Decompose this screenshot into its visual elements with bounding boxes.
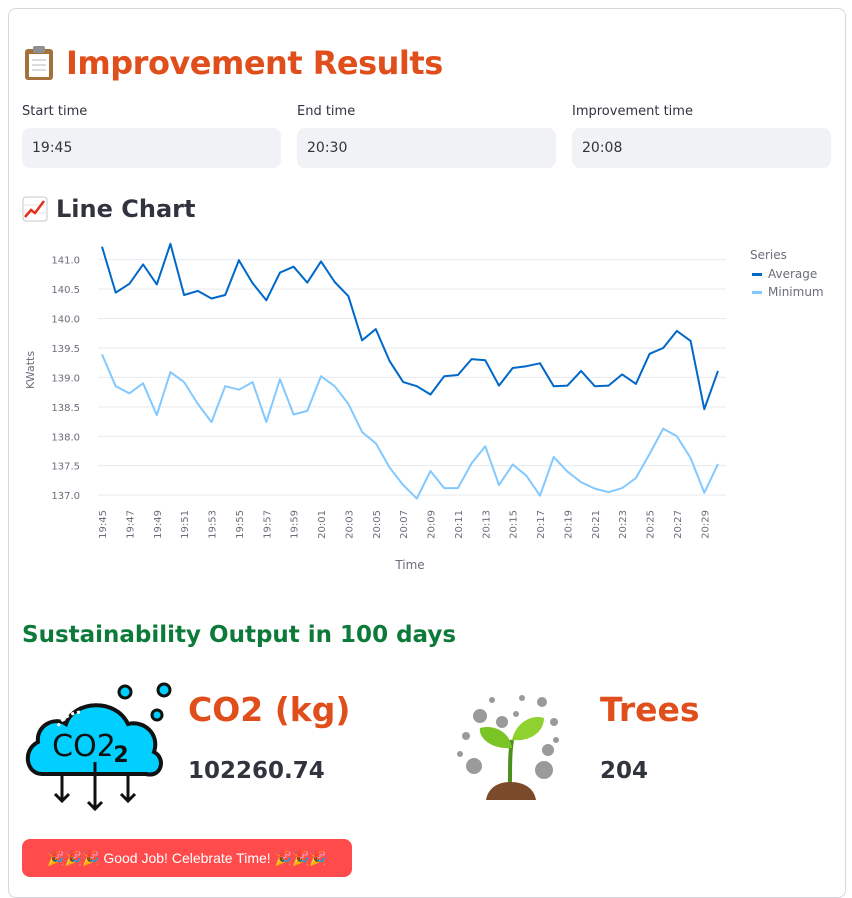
- end-time-input[interactable]: 20:30: [297, 128, 556, 168]
- page-title: Improvement Results: [22, 40, 443, 86]
- chart-section-title: Line Chart: [22, 192, 195, 226]
- trees-label: Trees: [600, 690, 700, 729]
- sustainability-title: Sustainability Output in 100 days: [22, 622, 457, 648]
- co2-icon-text: CO2: [52, 729, 116, 764]
- celebrate-button[interactable]: 🎉🎉🎉 Good Job! Celebrate Time! 🎉🎉🎉: [22, 839, 352, 877]
- co2-label: CO2 (kg): [188, 690, 351, 729]
- seedling-icon: [452, 692, 564, 804]
- trees-value: 204: [600, 758, 649, 784]
- page-title-text: Improvement Results: [66, 44, 443, 82]
- end-time-label: End time: [297, 104, 356, 119]
- co2-cloud-icon: CO2 2: [20, 682, 176, 814]
- improvement-time-label: Improvement time: [572, 104, 693, 119]
- start-time-label: Start time: [22, 104, 88, 119]
- clipboard-icon: [22, 45, 56, 81]
- improvement-time-input[interactable]: 20:08: [572, 128, 831, 168]
- co2-icon-subscript: 2: [113, 743, 128, 768]
- chart-increasing-icon: [22, 196, 48, 222]
- start-time-input[interactable]: 19:45: [22, 128, 281, 168]
- chart-section-title-text: Line Chart: [56, 195, 196, 223]
- co2-value: 102260.74: [188, 758, 325, 784]
